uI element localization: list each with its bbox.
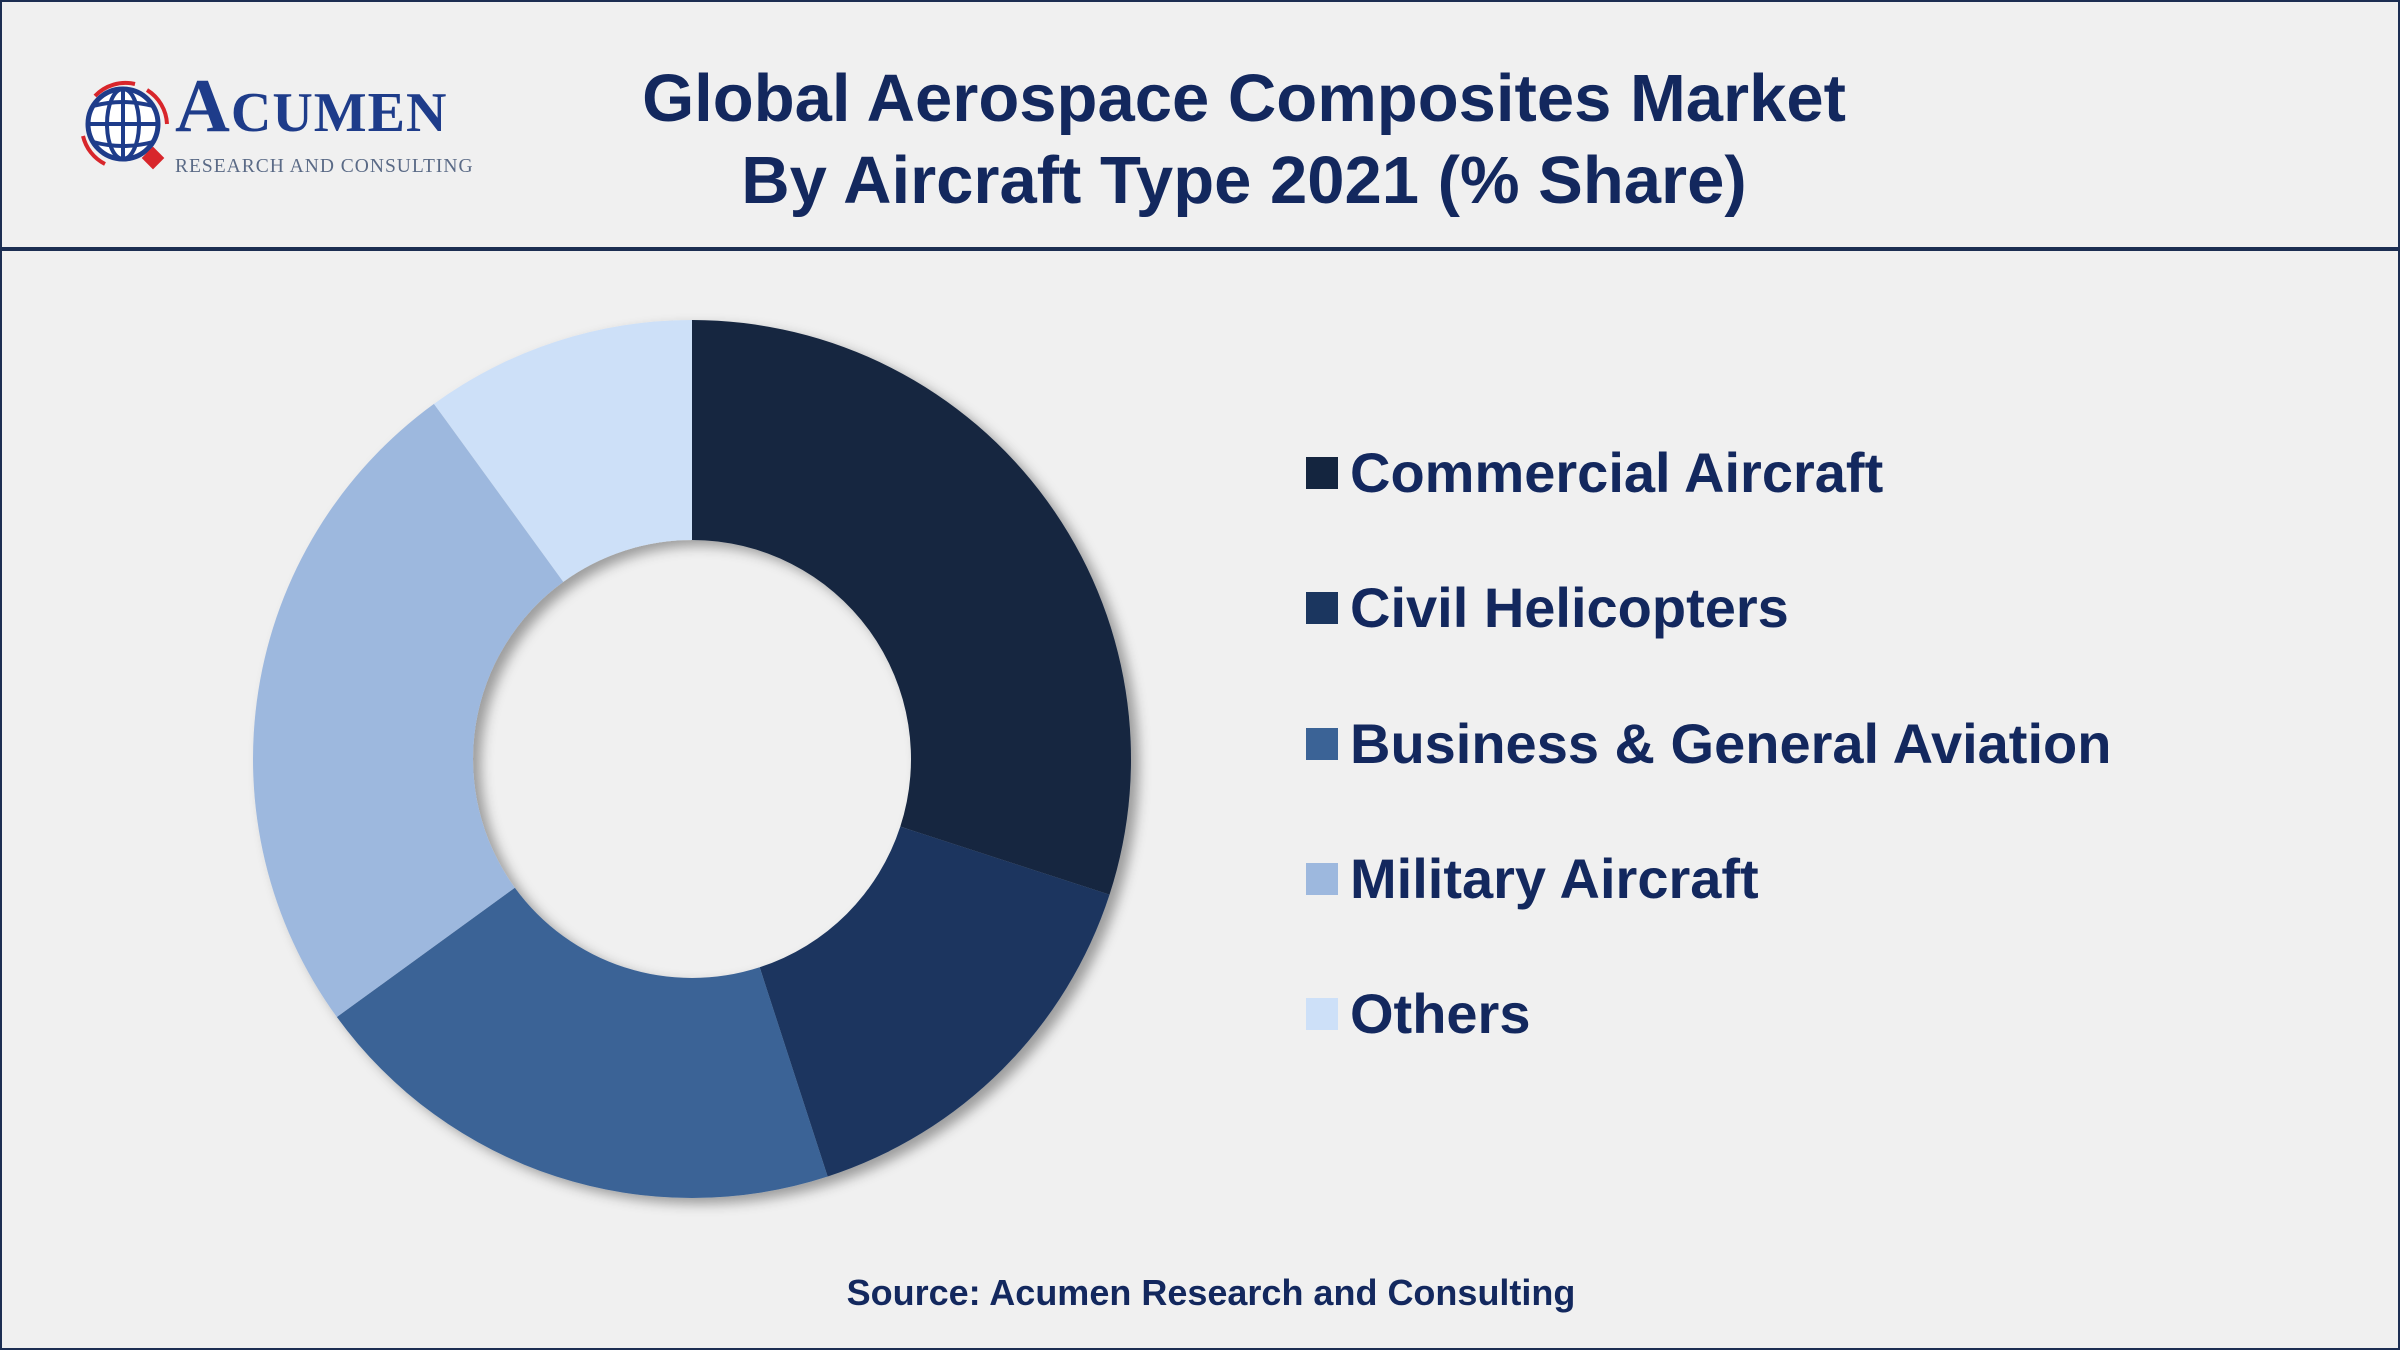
logo-tagline: RESEARCH AND CONSULTING <box>175 156 474 177</box>
donut-slice-military-aircraft <box>252 403 564 1018</box>
donut-slice-business-general-aviation <box>336 887 828 1199</box>
legend-swatch <box>1306 997 1338 1030</box>
donut-slice-commercial-aircraft <box>692 320 1131 895</box>
legend-swatch <box>1306 862 1338 895</box>
donut-slice-others <box>433 320 692 582</box>
legend-item: Business & General Aviation <box>1306 711 2111 776</box>
logo-name-rest: CUMEN <box>230 82 448 144</box>
legend-label: Military Aircraft <box>1350 847 1759 910</box>
header-divider <box>0 247 2400 251</box>
legend-label: Civil Helicopters <box>1350 576 1789 639</box>
legend-swatch <box>1306 591 1338 624</box>
legend-item: Military Aircraft <box>1306 846 1759 911</box>
globe-icon <box>81 80 169 170</box>
logo-initial: A <box>175 64 231 148</box>
legend-swatch <box>1306 727 1338 760</box>
legend-label: Others <box>1350 982 1531 1045</box>
acumen-logo: A CUMEN RESEARCH AND CONSULTING <box>75 68 495 188</box>
legend-label: Business & General Aviation <box>1350 712 2112 775</box>
legend-label: Commercial Aircraft <box>1350 441 1884 504</box>
donut-slice-civil-helicopters <box>759 826 1110 1177</box>
source-note: Source: Acumen Research and Consulting <box>846 1272 1576 1313</box>
title-line-1: Global Aerospace Composites Market <box>642 61 1846 136</box>
chart-title: Global Aerospace Composites Market By Ai… <box>544 58 1944 222</box>
title-line-2: By Aircraft Type 2021 (% Share) <box>741 143 1747 218</box>
legend-item: Commercial Aircraft <box>1306 440 1883 505</box>
logo-wordmark: A CUMEN <box>175 68 447 146</box>
legend-item: Civil Helicopters <box>1306 575 1789 640</box>
legend-item: Others <box>1306 981 1531 1046</box>
legend-swatch <box>1306 456 1338 489</box>
